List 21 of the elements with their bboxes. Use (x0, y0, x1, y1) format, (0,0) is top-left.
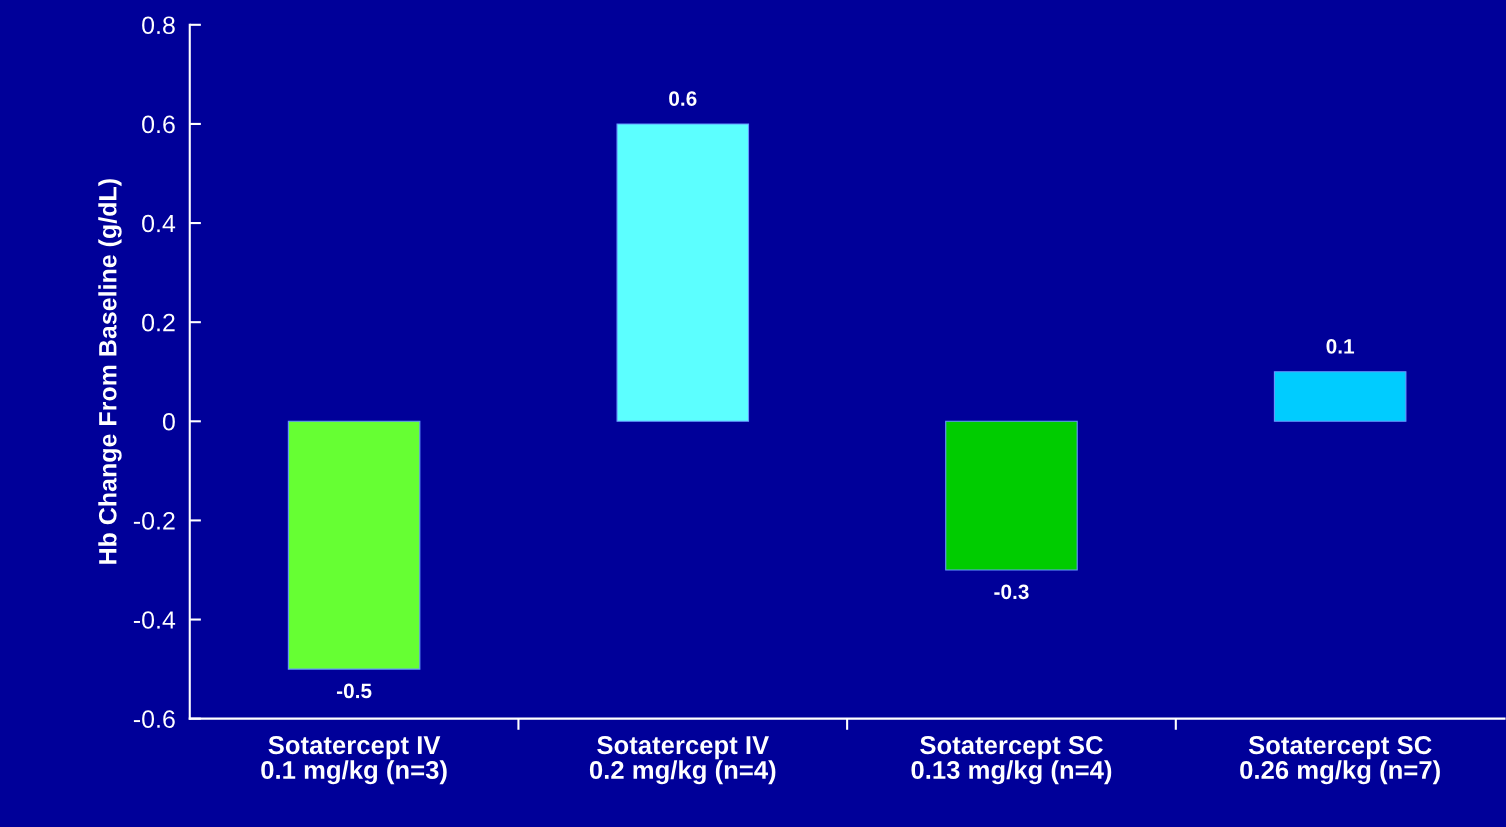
x-tick-label: Sotatercept IV 0.2 mg/kg (n=4) (589, 736, 776, 785)
data-label: -0.3 (994, 584, 1029, 600)
data-label: -0.5 (336, 683, 372, 699)
y-tick-label: 0.6 (142, 115, 175, 134)
bar (287, 420, 421, 670)
y-tick-label: 0.8 (142, 16, 175, 35)
data-label: 0.6 (669, 91, 697, 106)
data-label: 0.1 (1326, 338, 1355, 354)
y-tick-label: 0.4 (142, 214, 176, 233)
x-tick-label: Sotatercept SC 0.13 mg/kg (n=4) (911, 736, 1112, 785)
bar (616, 123, 750, 422)
x-tick-label: Sotatercept IV 0.1 mg/kg (n=3) (261, 736, 447, 785)
bar (1273, 371, 1407, 422)
x-tick-label: Sotatercept SC 0.26 mg/kg (n=7) (1240, 736, 1440, 785)
y-axis-title: Hb Change From Baseline (g/dL) (98, 179, 122, 564)
y-tick-label: -0.4 (133, 611, 176, 629)
y-tick-label: -0.2 (133, 512, 175, 530)
y-tick-label: -0.6 (133, 710, 175, 728)
y-tick-label: 0 (162, 412, 175, 431)
bar (945, 420, 1078, 571)
y-tick-label: 0.2 (142, 313, 175, 332)
